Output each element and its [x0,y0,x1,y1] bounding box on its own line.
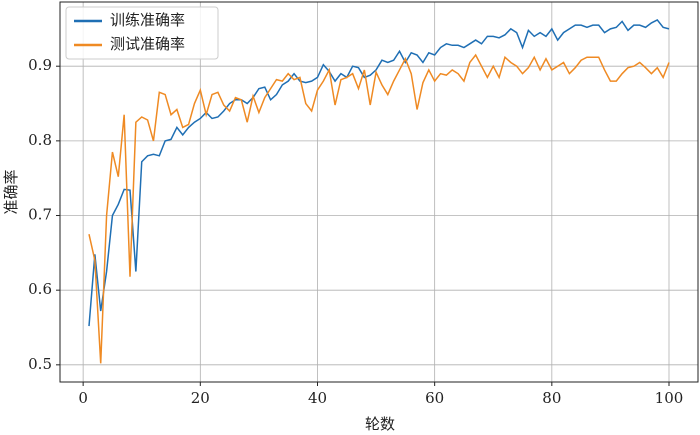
y-tick-label: 0.8 [28,131,52,149]
y-axis-label: 准确率 [2,169,20,214]
legend-label: 测试准确率 [110,35,185,53]
x-tick-label: 20 [191,389,210,407]
x-tick-label: 60 [425,389,444,407]
x-tick-label: 0 [78,389,88,407]
data-line [88,18,670,327]
y-tick-label: 0.7 [28,206,52,224]
x-tick-label: 100 [655,389,684,407]
plot-frame [59,1,699,383]
y-tick-label: 0.5 [28,355,52,373]
legend-box [65,6,219,60]
y-tick-label: 0.9 [28,56,52,74]
data-line [88,53,670,364]
y-tick-label: 0.6 [28,280,52,298]
x-tick-label: 80 [542,389,561,407]
x-axis-label: 轮数 [365,415,395,433]
legend-label: 训练准确率 [110,11,185,29]
x-tick-label: 40 [308,389,327,407]
